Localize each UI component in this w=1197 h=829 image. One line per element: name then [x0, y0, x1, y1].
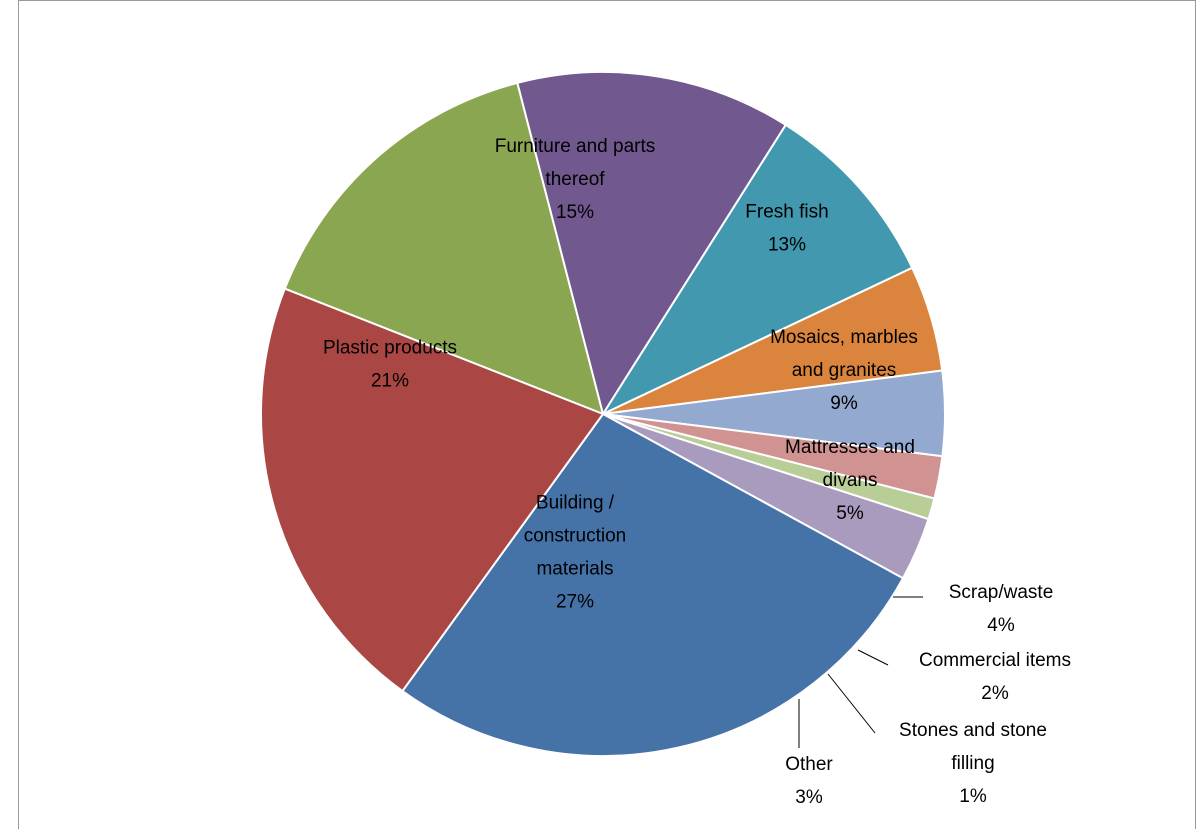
data-label-furniture-and-parts-thereof: Furniture and parts thereof 15% — [495, 136, 656, 223]
data-label-building-construction-materials: Building / construction materials 27% — [524, 493, 626, 613]
data-label-other: Other 3% — [785, 754, 833, 808]
data-label-mosaics-marbles-and-granites: Mosaics, marbles and granites 9% — [770, 327, 918, 414]
data-label-stones-and-stone-filling: Stones and stone filling 1% — [899, 720, 1047, 807]
pie-slice-mosaics-marbles-and-granites — [600, 123, 914, 417]
data-label-commercial-items: Commercial items 2% — [919, 650, 1071, 704]
data-label-plastic-products: Plastic products 21% — [323, 338, 457, 392]
data-label-fresh-fish: Fresh fish 13% — [745, 202, 828, 256]
leader-line-commercial-items — [857, 649, 889, 666]
data-label-mattresses-and-divans: Mattresses and divans 5% — [785, 437, 915, 524]
pie-slice-building-construction-materials — [401, 412, 905, 757]
pie-slice-plastic-products — [260, 287, 605, 693]
data-label-scrap-waste: Scrap/waste 4% — [949, 582, 1054, 636]
chart-border — [18, 0, 1196, 829]
pie-slice-fresh-fish — [516, 71, 788, 417]
leader-line-stones-and-stone-filling — [827, 673, 876, 734]
pie-slice-furniture-and-parts-thereof — [283, 81, 605, 416]
